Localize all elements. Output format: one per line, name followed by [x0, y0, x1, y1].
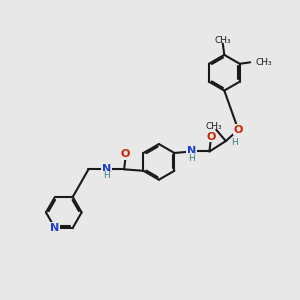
Text: CH₃: CH₃: [256, 58, 272, 67]
Text: O: O: [121, 149, 130, 160]
Text: N: N: [102, 164, 111, 174]
Text: CH₃: CH₃: [206, 122, 222, 131]
Text: O: O: [234, 125, 243, 135]
Text: N: N: [187, 146, 196, 157]
Text: H: H: [188, 154, 195, 163]
Text: CH₃: CH₃: [214, 35, 231, 44]
Text: H: H: [231, 138, 238, 147]
Text: N: N: [50, 223, 59, 233]
Text: O: O: [206, 132, 216, 142]
Text: H: H: [103, 171, 110, 180]
